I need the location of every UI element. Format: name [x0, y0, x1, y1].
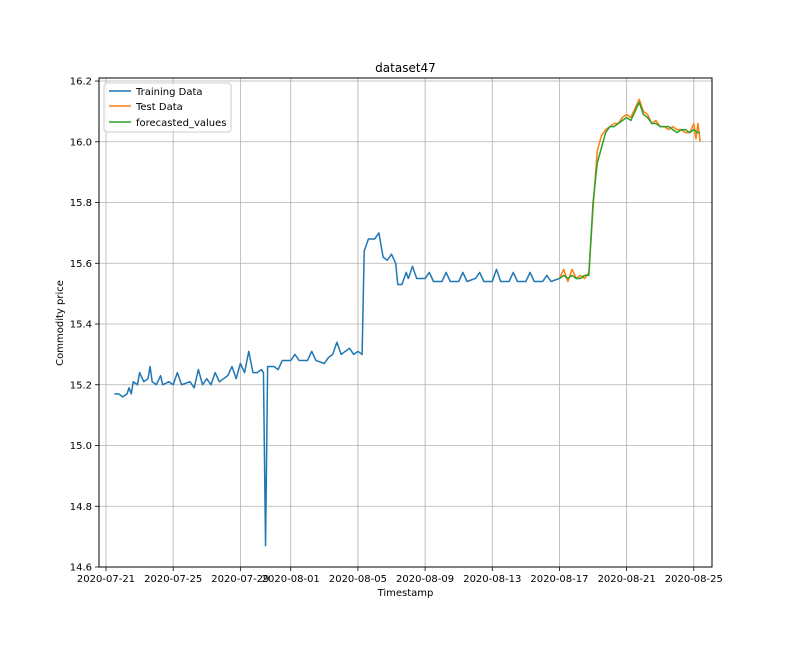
y-tick-label: 16.2 — [70, 77, 92, 88]
plot-area — [114, 98, 701, 547]
y-tick-label: 15.2 — [70, 380, 92, 391]
x-tick-label: 2020-08-05 — [329, 574, 387, 585]
x-tick-label: 2020-08-17 — [530, 574, 588, 585]
x-tick-label: 2020-08-13 — [463, 574, 521, 585]
x-tick-label: 2020-07-29 — [211, 574, 269, 585]
x-tick-label: 2020-07-21 — [77, 574, 135, 585]
legend-label-training: Training Data — [135, 87, 203, 98]
legend: Training Data Test Data forecasted_value… — [103, 82, 232, 133]
y-tick-label: 15.0 — [70, 441, 92, 452]
y-tick-label: 15.6 — [70, 259, 92, 270]
x-tick-label: 2020-07-25 — [144, 574, 202, 585]
chart-title: dataset47 — [375, 61, 436, 75]
legend-box — [103, 82, 232, 133]
axis-ticks: 2020-07-21 2020-07-25 2020-07-292020-08-01… — [70, 77, 723, 585]
y-tick-label: 14.6 — [70, 563, 92, 574]
legend-label-forecast: forecasted_values — [136, 118, 226, 129]
y-tick-label: 16.0 — [70, 137, 92, 148]
x-tick-label: 2020-08-21 — [598, 574, 656, 585]
x-tick-label: 2020-08-09 — [396, 574, 454, 585]
series-line-forecasted-values — [559, 101, 701, 280]
y-tick-label: 15.8 — [70, 198, 92, 209]
y-tick-label: 15.4 — [70, 320, 92, 331]
x-tick-label: 2020-08-25 — [665, 574, 723, 585]
y-axis-label: Commodity price — [55, 280, 66, 366]
x-tick-label: 2020-08-01 — [262, 574, 320, 585]
y-tick-label: 14.8 — [70, 502, 92, 513]
axes-frame — [98, 77, 713, 568]
series-line-training-data — [114, 232, 560, 547]
x-axis-label: Timestamp — [377, 588, 434, 599]
legend-label-test: Test Data — [135, 102, 183, 113]
